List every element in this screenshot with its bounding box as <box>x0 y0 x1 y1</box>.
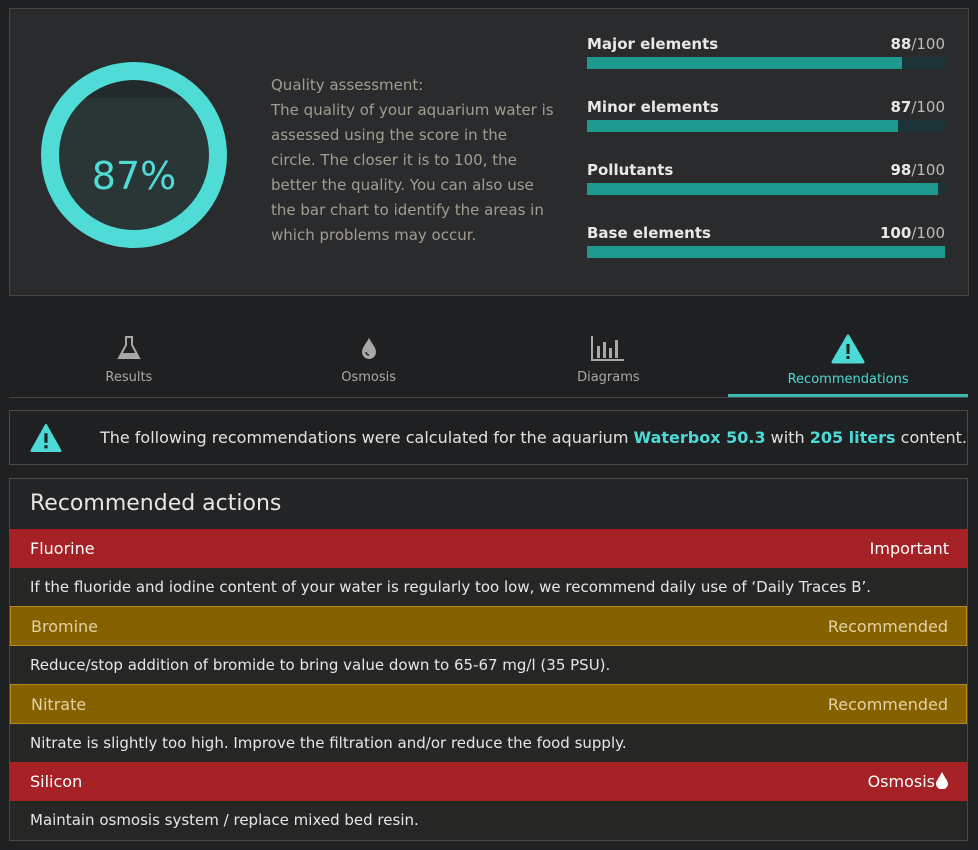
action-name: Silicon <box>30 772 83 791</box>
bar-track <box>587 246 945 258</box>
score-max: /100 <box>911 98 945 116</box>
score-value: 88 <box>890 35 912 53</box>
tab[interactable]: Recommendations <box>728 300 968 397</box>
action-header: Fluorine Important <box>10 529 967 568</box>
score-value: 87 <box>890 98 912 116</box>
notice-text: The following recommendations were calcu… <box>100 428 967 447</box>
tab[interactable]: Osmosis <box>249 300 489 397</box>
tab[interactable]: Diagrams <box>489 300 729 397</box>
action-priority-wrap: Osmosis <box>868 771 949 793</box>
action-name: Fluorine <box>30 539 95 558</box>
action-header: Silicon Osmosis <box>10 762 967 801</box>
action-priority: Osmosis <box>867 772 935 791</box>
gauge-ring <box>41 62 227 248</box>
action-text: If the fluoride and iodine content of yo… <box>10 568 967 606</box>
bar <box>587 183 938 195</box>
description-text: The quality of your aquarium water is as… <box>271 101 554 244</box>
score-name: Pollutants <box>587 161 674 179</box>
action-name: Nitrate <box>31 694 87 714</box>
score-value: 98 <box>890 161 912 179</box>
score-max: /100 <box>911 224 945 242</box>
score-row: Base elements 100/100 <box>587 224 945 287</box>
score-head: Base elements 100/100 <box>587 224 945 246</box>
bar <box>587 57 903 69</box>
summary-panel: 87% Quality assessment: The quality of y… <box>9 8 969 296</box>
action-text: Reduce/stop addition of bromide to bring… <box>10 646 967 684</box>
score-row: Pollutants 98/100 <box>587 161 945 224</box>
score-list: Major elements 88/100 Minor elements 87/100… <box>587 35 945 287</box>
bar-track <box>587 183 945 195</box>
tab-icon <box>355 334 383 370</box>
score-head: Minor elements 87/100 <box>587 98 945 120</box>
description-title: Quality assessment: <box>271 76 424 94</box>
tab-label: Recommendations <box>787 372 909 387</box>
action-header: Bromine Recommended <box>10 606 967 646</box>
action-priority: Recommended <box>827 616 948 636</box>
tab-label: Results <box>105 370 153 385</box>
score-head: Major elements 88/100 <box>587 35 945 57</box>
notice-part: with <box>765 428 810 447</box>
tab[interactable]: Results <box>9 300 249 397</box>
score-name: Major elements <box>587 35 719 53</box>
bar <box>587 120 899 132</box>
action-priority-wrap: Recommended <box>828 695 948 714</box>
action-priority-wrap: Important <box>870 539 949 558</box>
score-gauge: 87% <box>41 62 227 248</box>
bar-track <box>587 57 945 69</box>
score-value-wrap: 87/100 <box>890 98 945 120</box>
action-text: Maintain osmosis system / replace mixed … <box>10 801 967 839</box>
tab-icon <box>590 334 626 370</box>
tab-label: Osmosis <box>341 370 397 385</box>
aquarium-name: Waterbox 50.3 <box>633 428 766 447</box>
score-value-wrap: 100/100 <box>880 224 945 246</box>
tab-icon <box>115 334 143 370</box>
notice-part: content. <box>895 428 967 447</box>
score-name: Minor elements <box>587 98 719 116</box>
score-value-wrap: 88/100 <box>890 35 945 57</box>
notice-part: The following recommendations were calcu… <box>99 428 634 447</box>
score-max: /100 <box>911 35 945 53</box>
description: Quality assessment: The quality of your … <box>271 73 556 248</box>
actions-title: Recommended actions <box>30 491 282 516</box>
warning-icon <box>30 423 62 452</box>
action-priority: Important <box>869 539 949 558</box>
bar-track <box>587 120 945 132</box>
score-name: Base elements <box>587 224 711 242</box>
score-label: 87% <box>92 154 176 198</box>
action-header: Nitrate Recommended <box>10 684 967 724</box>
drop-icon <box>935 771 949 793</box>
tab-icon <box>831 334 865 372</box>
tab-label: Diagrams <box>577 370 640 385</box>
bar <box>587 246 945 258</box>
action-name: Bromine <box>31 616 99 636</box>
score-value: 100 <box>880 224 912 242</box>
action-priority-wrap: Recommended <box>828 617 948 636</box>
score-row: Minor elements 87/100 <box>587 98 945 161</box>
notice: The following recommendations were calcu… <box>9 410 968 465</box>
score-value-wrap: 98/100 <box>890 161 945 183</box>
score-head: Pollutants 98/100 <box>587 161 945 183</box>
score-row: Major elements 88/100 <box>587 35 945 98</box>
volume: 205 liters <box>809 428 896 447</box>
action-priority: Recommended <box>827 694 948 714</box>
score-max: /100 <box>911 161 945 179</box>
tab-bar: Results Osmosis Diagrams Recommendations <box>9 300 968 398</box>
actions-panel: Recommended actions Fluorine Important If … <box>9 478 968 841</box>
action-text: Nitrate is slightly too high. Improve th… <box>10 724 967 762</box>
